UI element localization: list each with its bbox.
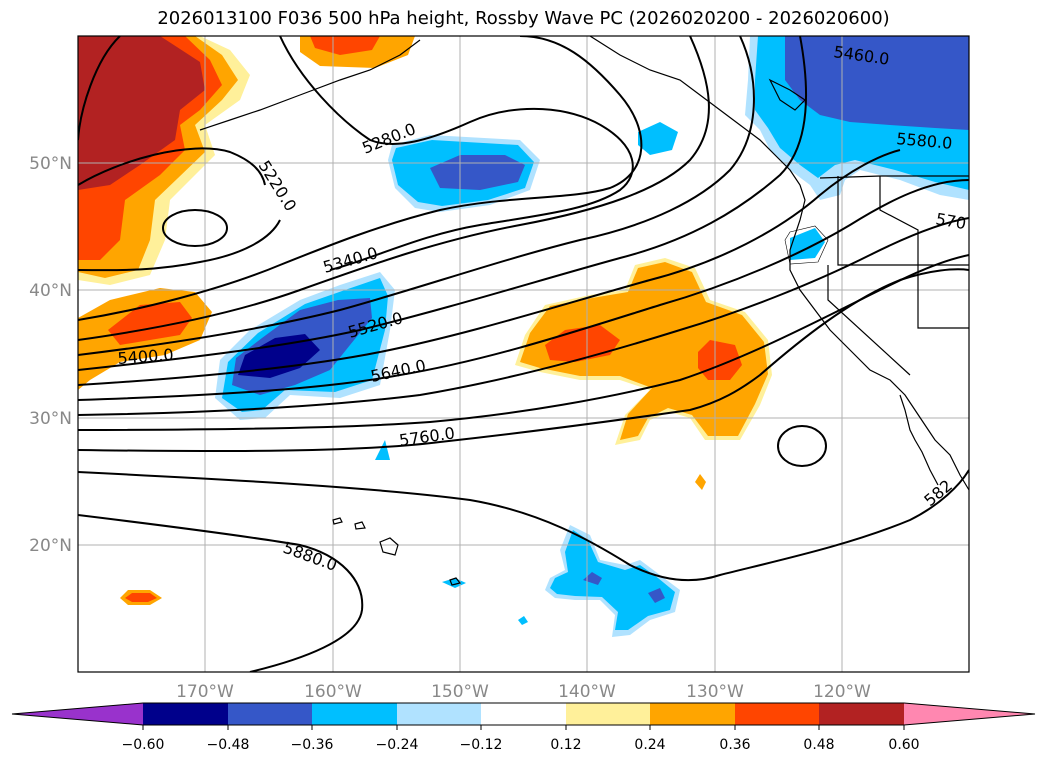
colorbar-tick-10: 0.60 xyxy=(888,737,919,753)
colorbar-tick-2: −0.48 xyxy=(207,737,250,753)
colorbar-bin-2 xyxy=(228,703,312,725)
contour-label-5580: 5580.0 xyxy=(896,129,953,153)
lon-label-150w: 150°W xyxy=(431,682,489,702)
colorbar-bin-3 xyxy=(312,703,397,725)
colorbar-bin-4 xyxy=(397,703,481,725)
map-frame xyxy=(77,35,970,673)
colorbar-bin-5 xyxy=(481,703,566,725)
colorbar-bin-8 xyxy=(735,703,819,725)
lon-label-160w: 160°W xyxy=(304,682,362,702)
height-contours xyxy=(78,36,969,672)
contour-label-5400: 5400.0 xyxy=(117,345,174,368)
lat-label-20n: 20°N xyxy=(29,536,72,556)
colorbar-tick-4: −0.24 xyxy=(376,737,419,753)
colorbar-bin-9 xyxy=(819,703,904,725)
lat-label-50n: 50°N xyxy=(29,154,72,174)
lon-label-120w: 120°W xyxy=(813,682,871,702)
colorbar-extend-right xyxy=(904,703,1035,725)
colorbar-bin-6 xyxy=(566,703,650,725)
lon-label-140w: 140°W xyxy=(558,682,616,702)
colorbar-tick-7: 0.24 xyxy=(634,737,665,753)
lat-label-30n: 30°N xyxy=(29,409,72,429)
colorbar-extend-left xyxy=(12,703,143,725)
colorbar-tick-6: 0.12 xyxy=(550,737,581,753)
grid-lines xyxy=(78,36,969,672)
latitude-labels: 50°N 40°N 30°N 20°N xyxy=(29,154,72,556)
map-title: 2026013100 F036 500 hPa height, Rossby W… xyxy=(157,8,890,29)
colorbar-tick-9: 0.48 xyxy=(803,737,834,753)
colorbar-bin-1 xyxy=(143,703,228,725)
lat-label-40n: 40°N xyxy=(29,281,72,301)
colorbar-bin-7 xyxy=(650,703,735,725)
lon-label-130w: 130°W xyxy=(686,682,744,702)
colorbar-tick-3: −0.36 xyxy=(291,737,334,753)
colorbar: −0.60 −0.48 −0.36 −0.24 −0.12 0.12 0.24 … xyxy=(11,702,1036,753)
longitude-labels: 170°W 160°W 150°W 140°W 130°W 120°W xyxy=(176,682,871,702)
coastlines xyxy=(199,36,969,586)
lon-label-170w: 170°W xyxy=(176,682,234,702)
colorbar-tick-1: −0.60 xyxy=(122,737,165,753)
colorbar-tick-5: −0.12 xyxy=(460,737,503,753)
colorbar-tick-8: 0.36 xyxy=(719,737,750,753)
